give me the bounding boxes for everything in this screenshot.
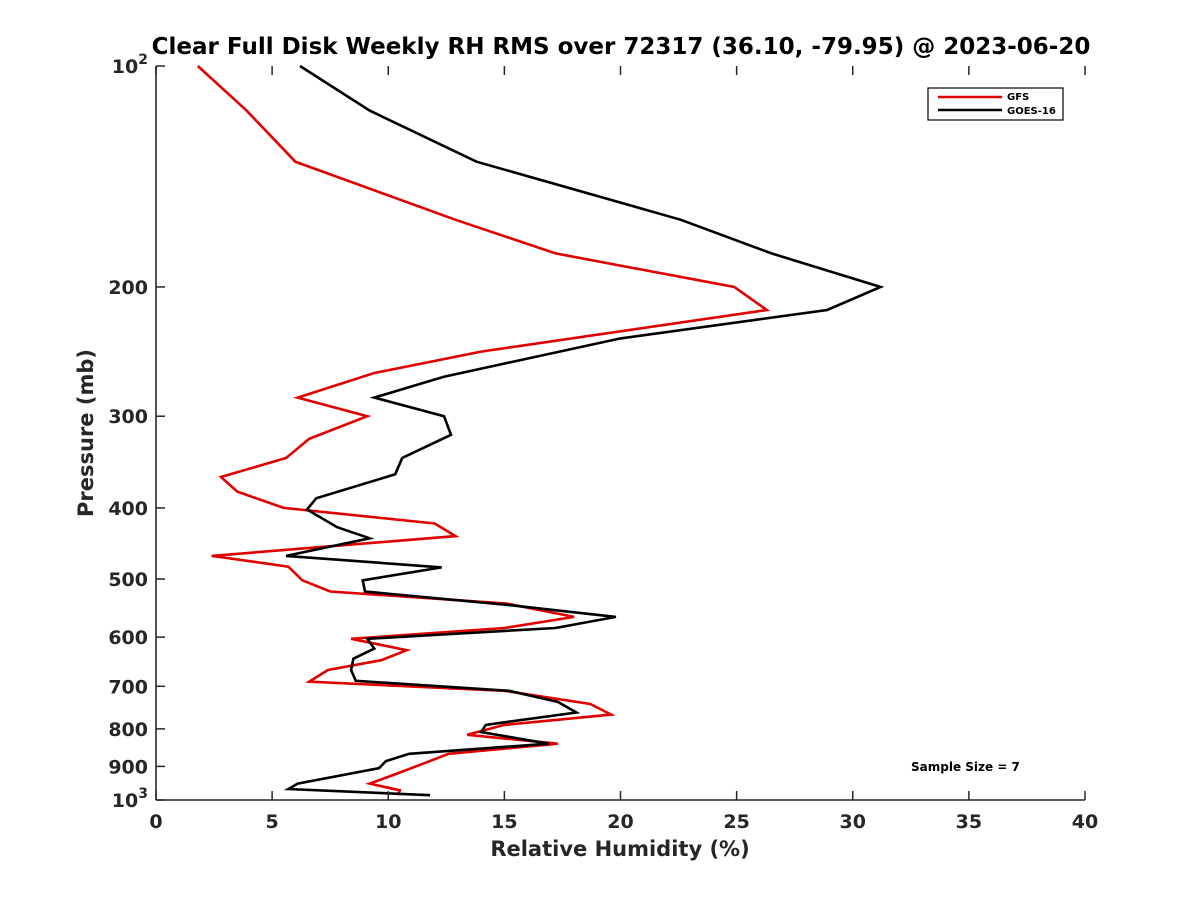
y-tick-label: 102 [112, 52, 148, 78]
chart-title: Clear Full Disk Weekly RH RMS over 72317… [152, 34, 1091, 60]
series-line-goes16 [283, 64, 885, 797]
y-tick-label: 600 [108, 627, 148, 649]
x-tick-label: 10 [375, 811, 401, 833]
y-tick-label: 103 [112, 786, 148, 812]
y-tick-label: 400 [108, 498, 148, 520]
y-tick-label-base: 10 [112, 790, 138, 812]
y-tick-label: 500 [108, 569, 148, 591]
plot-background [156, 66, 1085, 800]
y-tick-label: 700 [108, 676, 148, 698]
x-tick-label: 30 [840, 811, 866, 833]
y-tick-label: 900 [108, 756, 148, 778]
series-line-gfs [196, 65, 771, 796]
legend: GFS GOES-16 [927, 87, 1064, 121]
series-points-gfs [197, 65, 767, 796]
series-points-goes16 [286, 65, 881, 796]
x-tick-label: 25 [723, 811, 749, 833]
x-tick-label: 15 [491, 811, 517, 833]
legend-label-goes16: GOES-16 [1007, 106, 1056, 117]
x-tick-label: 35 [956, 811, 982, 833]
series-layer [196, 64, 885, 797]
x-axis-label: Relative Humidity (%) [490, 837, 749, 861]
x-ticks: 0 5 10 15 20 25 30 35 40 [149, 66, 1098, 833]
y-tick-label: 800 [108, 719, 148, 741]
y-tick-label-base: 10 [112, 56, 138, 78]
y-tick-label-exponent: 2 [138, 52, 148, 68]
y-tick-label: 200 [108, 277, 148, 299]
y-tick-label-exponent: 3 [138, 786, 148, 802]
legend-label-gfs: GFS [1007, 92, 1029, 103]
x-tick-label: 5 [266, 811, 279, 833]
y-tick-label: 300 [108, 406, 148, 428]
legend-box [927, 87, 1064, 121]
plot-area [156, 66, 1085, 800]
x-tick-label: 0 [149, 811, 162, 833]
y-axis-label: Pressure (mb) [74, 349, 98, 517]
x-tick-label: 40 [1072, 811, 1098, 833]
sample-size-annotation: Sample Size = 7 [911, 760, 1020, 774]
x-tick-label: 20 [607, 811, 633, 833]
